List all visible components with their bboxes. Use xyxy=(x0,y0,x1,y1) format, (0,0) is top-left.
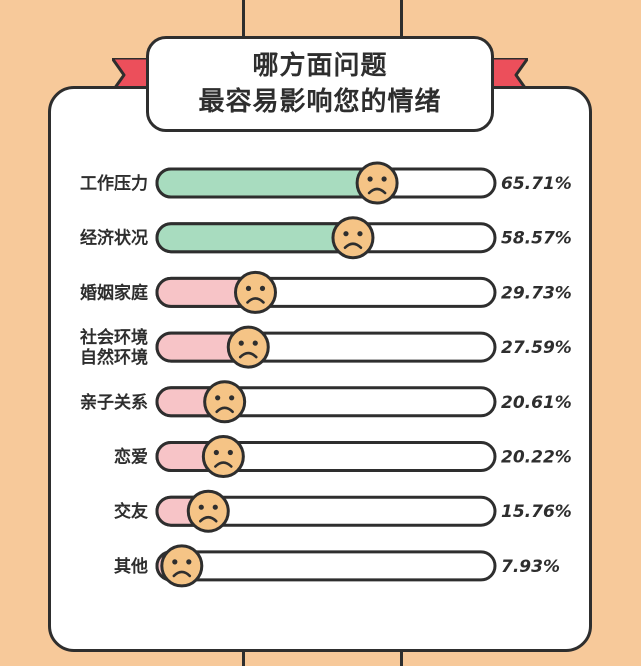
value-label: 29.73% xyxy=(501,283,572,303)
ribbon-right-icon xyxy=(484,58,528,92)
bar-row: 其他 7.93% xyxy=(114,544,560,588)
category-label: 社会环境 xyxy=(79,327,148,348)
sad-face-icon xyxy=(355,161,399,205)
title-box: 哪方面问题 最容易影响您的情绪 xyxy=(146,36,494,132)
category-label: 自然环境 xyxy=(80,347,148,368)
category-label: 恋爱 xyxy=(114,447,148,468)
sad-face-icon xyxy=(226,325,270,369)
sad-face-icon xyxy=(331,216,375,260)
category-label: 经济状况 xyxy=(80,228,148,249)
value-label: 20.22% xyxy=(501,448,572,468)
ribbon-left-icon xyxy=(112,58,156,92)
chart-title-line-1: 哪方面问题 xyxy=(252,51,388,81)
bar-row: 工作压力 65.71% xyxy=(80,161,572,205)
value-label: 65.71% xyxy=(501,174,572,194)
value-label: 27.59% xyxy=(501,338,572,358)
category-label: 工作压力 xyxy=(80,173,148,194)
sad-face-icon xyxy=(186,489,230,533)
category-label: 其他 xyxy=(114,556,148,577)
bar xyxy=(155,222,357,254)
chart-title-line-2: 最容易影响您的情绪 xyxy=(198,87,442,117)
sad-face-icon xyxy=(201,435,245,478)
value-label: 15.76% xyxy=(501,502,572,522)
value-label: 7.93% xyxy=(501,557,560,577)
bar-row: 婚姻家庭 29.73% xyxy=(80,270,572,314)
value-label: 58.57% xyxy=(501,229,572,249)
sad-face-icon xyxy=(233,270,277,314)
sad-face-icon xyxy=(203,380,247,424)
category-label: 交友 xyxy=(114,501,148,522)
bar-track xyxy=(155,550,497,582)
value-label: 20.61% xyxy=(501,393,572,413)
bar-row: 亲子关系 20.61% xyxy=(80,380,572,424)
bar-row: 恋爱 20.22% xyxy=(114,435,572,478)
bar-row: 经济状况 58.57% xyxy=(80,216,572,260)
sad-face-icon xyxy=(160,544,204,588)
bar xyxy=(155,167,381,199)
category-label: 婚姻家庭 xyxy=(80,282,148,303)
category-label: 亲子关系 xyxy=(80,392,148,413)
bar-row: 交友 15.76% xyxy=(114,489,572,533)
